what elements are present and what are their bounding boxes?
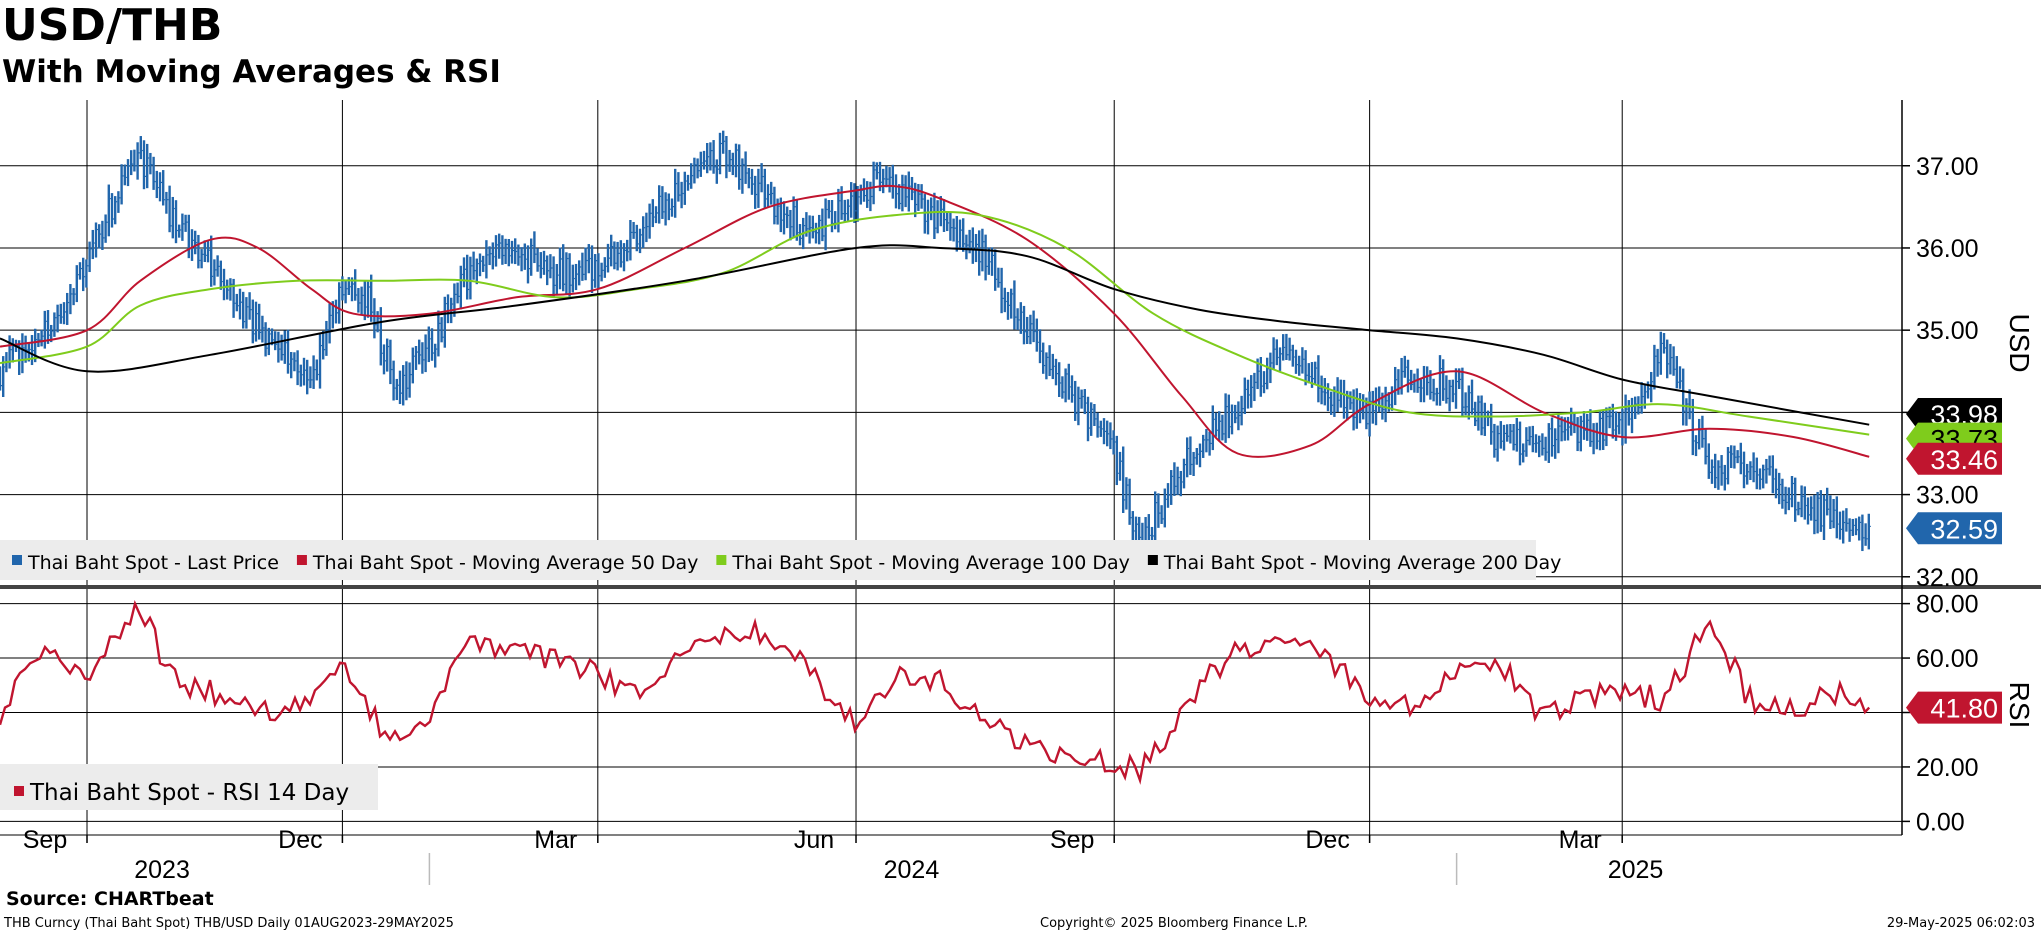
legend-label: Thai Baht Spot - RSI 14 Day	[29, 780, 349, 806]
x-year-label: 2024	[884, 856, 940, 884]
ma200-value-tag-bg	[1906, 398, 2002, 431]
rsi-value-tag: 41.80	[1906, 691, 2002, 724]
x-year-label: 2025	[1608, 856, 1664, 884]
ma50-line	[0, 184, 1870, 458]
x-month-label: Mar	[1559, 826, 1602, 854]
x-year-label: 2023	[134, 856, 190, 884]
rsi-value-tag-bg	[1906, 691, 2002, 724]
ma50-value-tag-bg	[1906, 442, 2002, 475]
ma50-value-tag-text: 33.46	[1930, 445, 1998, 475]
legend-swatch	[1147, 555, 1158, 565]
legend-swatch	[716, 555, 727, 565]
price-tick-label: 35.00	[1916, 317, 1979, 345]
legend-layer: Thai Baht Spot - Last Price Thai Baht Spo…	[0, 540, 1561, 810]
x-month-label: Sep	[1050, 826, 1094, 854]
legend-swatch	[296, 555, 307, 565]
legend-label: Thai Baht Spot - Moving Average 200 Day	[1163, 552, 1562, 574]
last-price-value-tag-text: 32.59	[1930, 514, 1998, 544]
price-axis-title: USD	[2004, 313, 2035, 372]
timestamp: 29-May-2025 06:02:03	[1886, 916, 2035, 931]
x-month-label: Jun	[794, 826, 834, 854]
axis-layer: 32.0033.0034.0035.0036.0037.000.0020.004…	[23, 153, 2035, 885]
legend-label: Thai Baht Spot - Last Price	[27, 552, 279, 574]
price-tick-label: 33.00	[1916, 482, 1979, 510]
rsi-tick-label: 60.00	[1916, 645, 1979, 673]
price-tick-label: 37.00	[1916, 153, 1979, 181]
ma200-line	[0, 244, 1870, 426]
legend-swatch	[12, 555, 22, 565]
legend-label: Thai Baht Spot - Moving Average 100 Day	[731, 552, 1130, 574]
x-month-label: Sep	[23, 826, 67, 854]
rsi-tick-label: 0.00	[1916, 808, 1965, 836]
price-tick-label: 32.00	[1916, 564, 1979, 592]
rsi-tick-label: 20.00	[1916, 754, 1979, 782]
legend-label: Thai Baht Spot - Moving Average 50 Day	[312, 552, 698, 574]
legend-swatch	[14, 786, 24, 796]
last-price-value-tag-bg	[1906, 512, 2002, 545]
rsi-tick-label: 80.00	[1916, 591, 1979, 619]
chart-subtitle: With Moving Averages & RSI	[2, 54, 501, 90]
price-legend-bg	[0, 540, 1536, 580]
rsi-legend: Thai Baht Spot - RSI 14 Day	[0, 764, 378, 810]
series-layer	[0, 130, 1871, 785]
last-price-value-tag: 32.59	[1906, 512, 2002, 545]
x-month-label: Mar	[534, 826, 577, 854]
price-legend: Thai Baht Spot - Last Price Thai Baht Spo…	[0, 540, 1561, 580]
rsi-value-tag-text: 41.80	[1930, 694, 1998, 724]
rsi-line	[0, 599, 1871, 785]
ma100-line	[0, 210, 1870, 436]
rsi-axis-title: RSI	[2004, 682, 2035, 729]
ma50-value-tag: 33.46	[1906, 442, 2002, 475]
security-info: THB Curncy (Thai Baht Spot) THB/USD Dail…	[4, 916, 454, 931]
price-tick-label: 36.00	[1916, 235, 1979, 263]
chart-title: USD/THB	[2, 0, 223, 51]
last-price-bars	[0, 130, 1871, 560]
x-month-label: Dec	[278, 826, 322, 854]
rsi-legend-bg	[0, 764, 378, 810]
source-label: Source: CHARTbeat	[6, 888, 214, 910]
copyright-notice: Copyright© 2025 Bloomberg Finance L.P.	[1040, 916, 1308, 931]
x-month-label: Dec	[1305, 826, 1349, 854]
